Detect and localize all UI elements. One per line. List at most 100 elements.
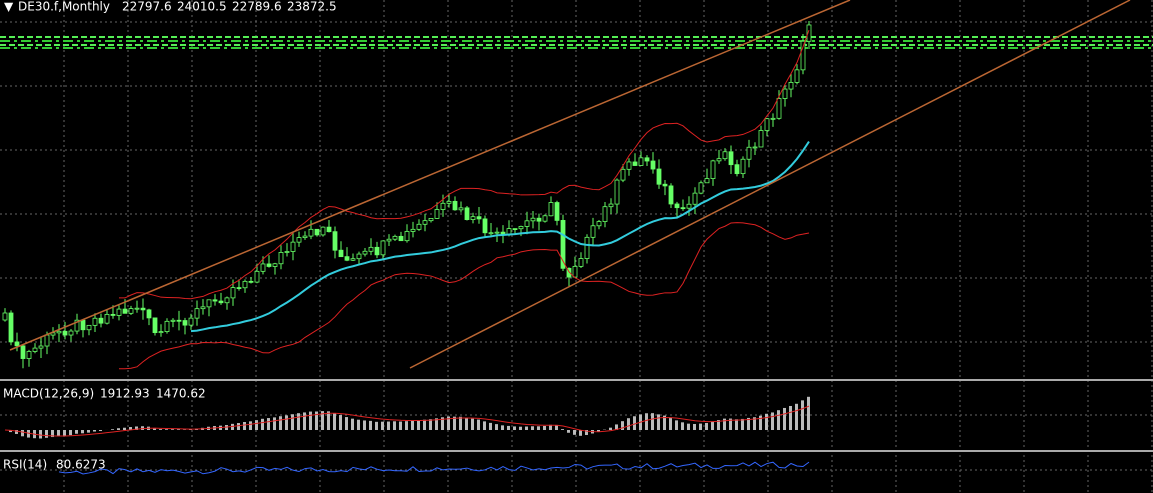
candle-body — [740, 158, 746, 175]
rsi-label: RSI(14) — [3, 458, 47, 472]
candle-body — [230, 287, 236, 299]
candle-body — [284, 251, 290, 253]
macd-bar — [63, 430, 66, 436]
macd-bar — [15, 430, 18, 434]
candle-body — [164, 320, 170, 333]
candle-body — [326, 226, 332, 233]
candle-body — [32, 347, 38, 352]
candle-body — [86, 324, 92, 331]
candle-body — [92, 317, 98, 326]
macd-bar — [369, 420, 372, 430]
candle-body — [356, 253, 362, 260]
macd-bar — [303, 412, 306, 430]
rsi-value: 80.6273 — [56, 458, 106, 472]
candle-body — [152, 317, 158, 334]
macd-label: MACD(12,26,9) — [3, 387, 94, 401]
candle-body — [746, 146, 752, 160]
macd-bar — [237, 423, 240, 430]
macd-bar — [423, 419, 426, 430]
ohlc-high: 24010.5 — [177, 0, 227, 14]
macd-bar — [345, 417, 348, 430]
candle-body — [308, 228, 314, 237]
candle-body — [422, 220, 428, 225]
candle-body — [200, 306, 206, 310]
candle-body — [524, 220, 530, 227]
candle-body — [614, 179, 620, 205]
macd-bar — [99, 430, 102, 432]
macd-bar — [357, 419, 360, 430]
macd-bar — [651, 413, 654, 430]
candle-body — [374, 246, 380, 256]
bollinger-lower — [118, 222, 810, 370]
macd-bar — [351, 418, 354, 430]
ohlc-low: 22789.6 — [232, 0, 282, 14]
candle-body — [470, 216, 476, 220]
macd-bar — [117, 428, 120, 430]
candle-body — [482, 218, 488, 234]
macd-bar — [51, 430, 54, 438]
symbol-label: DE30.f,Monthly — [18, 0, 110, 14]
macd-bar — [483, 421, 486, 430]
candle-body — [488, 232, 494, 235]
ohlc-close: 23872.5 — [287, 0, 337, 14]
macd-bar — [765, 413, 768, 430]
macd-bar — [759, 415, 762, 430]
candle-body — [242, 280, 248, 289]
candle-body — [788, 82, 794, 90]
macd-bar — [327, 411, 330, 430]
candle-body — [320, 226, 326, 236]
candle-body — [620, 168, 626, 181]
macd-bar — [297, 413, 300, 430]
candle-body — [236, 287, 242, 289]
macd-bar — [261, 418, 264, 430]
candle-body — [362, 250, 368, 255]
macd-bar — [381, 421, 384, 430]
macd-bar — [669, 418, 672, 430]
macd-bar — [393, 421, 396, 430]
macd-bar — [555, 425, 558, 430]
macd-bar — [231, 423, 234, 430]
candle-body — [434, 209, 440, 219]
candle-body — [248, 280, 254, 283]
candle-body — [710, 160, 716, 179]
candle-body — [218, 300, 224, 304]
macd-bar — [249, 421, 252, 430]
candle-body — [260, 263, 266, 272]
candle-body — [512, 228, 518, 230]
macd-bar — [165, 429, 168, 430]
candle-body — [314, 228, 320, 236]
candle-body — [206, 299, 212, 308]
macd-bar — [255, 420, 258, 430]
candle-body — [680, 207, 686, 210]
candle-body — [638, 157, 644, 166]
macd-bar — [807, 396, 810, 430]
candle-body — [650, 160, 656, 170]
macd-bar — [699, 423, 702, 430]
macd-bar — [717, 420, 720, 430]
macd-bar — [141, 426, 144, 430]
candle-body — [134, 307, 140, 310]
dropdown-icon[interactable]: ▼ — [4, 0, 14, 14]
candle-body — [170, 319, 176, 322]
candle-body — [254, 270, 260, 283]
candle-body — [176, 319, 182, 322]
candle-body — [602, 206, 608, 222]
candle-body — [68, 330, 74, 336]
candle-body — [110, 313, 116, 316]
candle-body — [596, 221, 602, 227]
candle-body — [608, 203, 614, 208]
macd-bar — [405, 421, 408, 430]
macd-bar — [45, 430, 48, 438]
macd-bar — [801, 400, 804, 430]
macd-signal-line — [4, 405, 810, 437]
candle-body — [416, 223, 422, 230]
macd-bar — [537, 426, 540, 430]
macd-bar — [795, 403, 798, 430]
macd-bar — [615, 424, 618, 430]
macd-bar — [417, 420, 420, 430]
candle-body — [20, 345, 26, 359]
macd-bar — [675, 420, 678, 430]
macd-bar — [333, 413, 336, 430]
